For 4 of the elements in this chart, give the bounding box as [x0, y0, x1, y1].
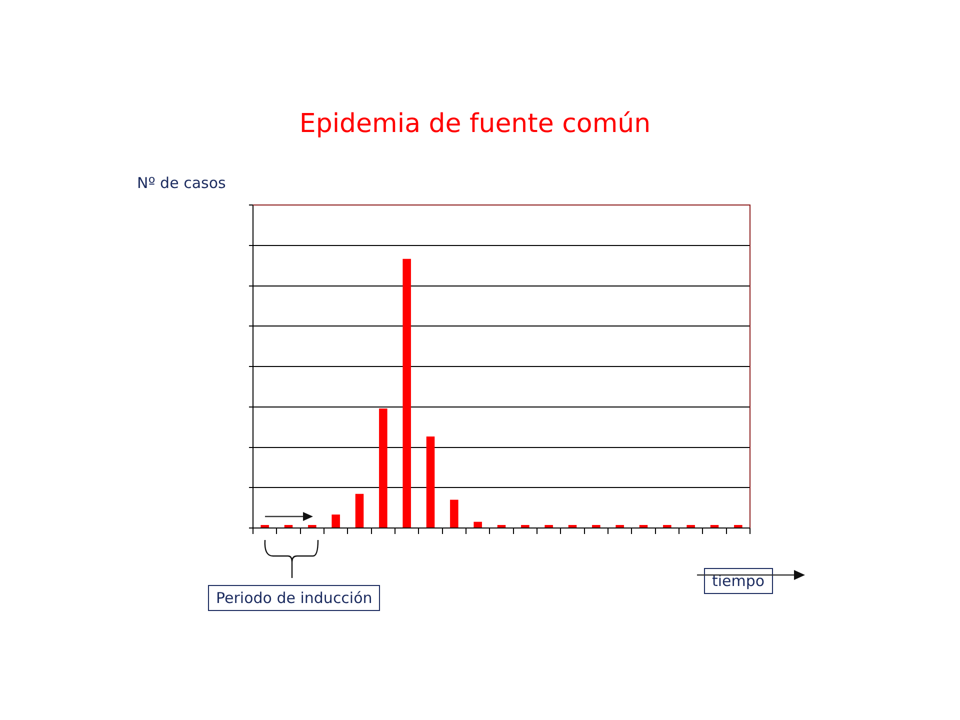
y-axis-title: Nº de casos	[137, 174, 226, 192]
text: Periodo de inducción	[208, 585, 380, 611]
chart-title: Epidemia de fuente común	[299, 108, 651, 139]
text: tiempo	[704, 568, 773, 594]
